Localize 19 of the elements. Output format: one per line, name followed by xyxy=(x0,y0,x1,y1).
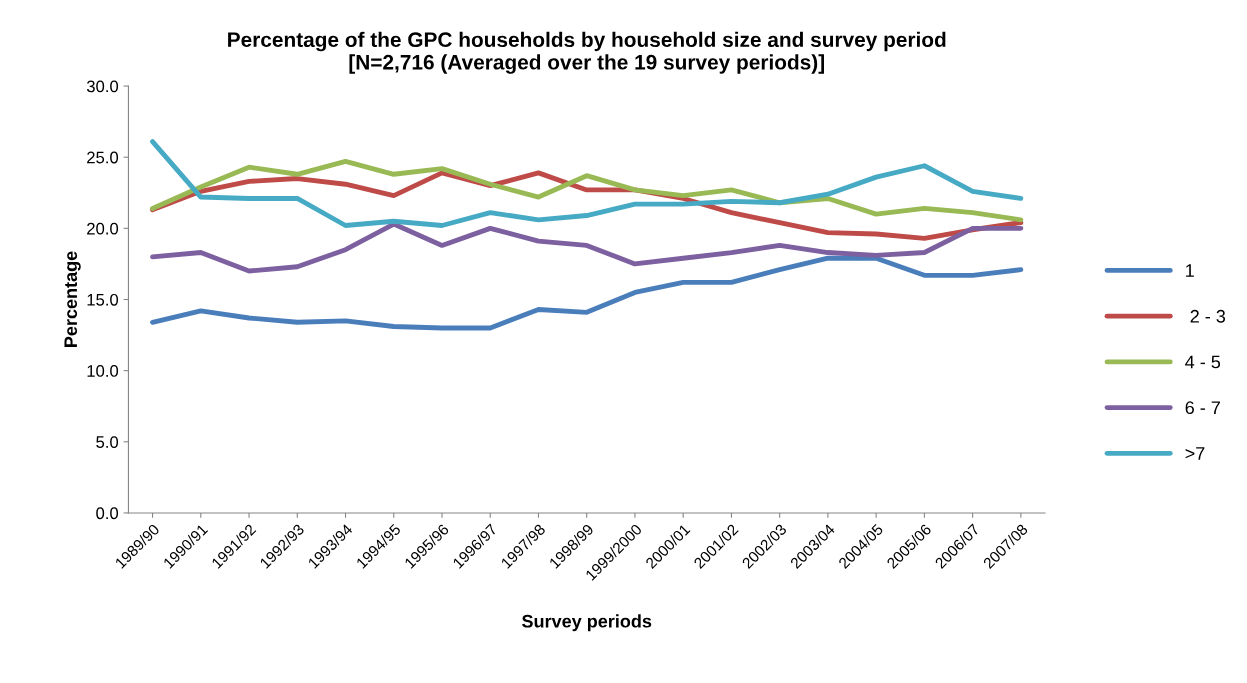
y-axis-title: Percentage xyxy=(64,251,81,347)
legend-label: 4 - 5 xyxy=(1185,355,1221,369)
legend-label: 6 - 7 xyxy=(1185,401,1220,415)
line-series xyxy=(150,139,1024,228)
y-tick-label: 15.0 xyxy=(87,293,119,306)
y-tick-label: 30.0 xyxy=(86,80,119,93)
y-tick-label: 5.0 xyxy=(96,436,119,448)
line-series xyxy=(150,159,1024,223)
x-axis-title: Survey periods xyxy=(522,614,652,632)
y-tick-label: 20.0 xyxy=(87,222,119,235)
chart-title: Percentage of the GPC households by household size and survey period [N=2,716 (Averaged over the 19 survey periods)] xyxy=(228,31,946,74)
line-series xyxy=(150,255,1024,331)
legend-label: >7 xyxy=(1185,447,1205,460)
line-series xyxy=(150,221,1024,274)
legend-label: 1 xyxy=(1186,264,1194,277)
legend-label: 2 - 3 xyxy=(1190,309,1226,323)
y-tick-label: 10.0 xyxy=(87,365,119,377)
y-tick-label: 25.0 xyxy=(87,151,119,164)
y-tick-label: 0.0 xyxy=(96,507,119,520)
